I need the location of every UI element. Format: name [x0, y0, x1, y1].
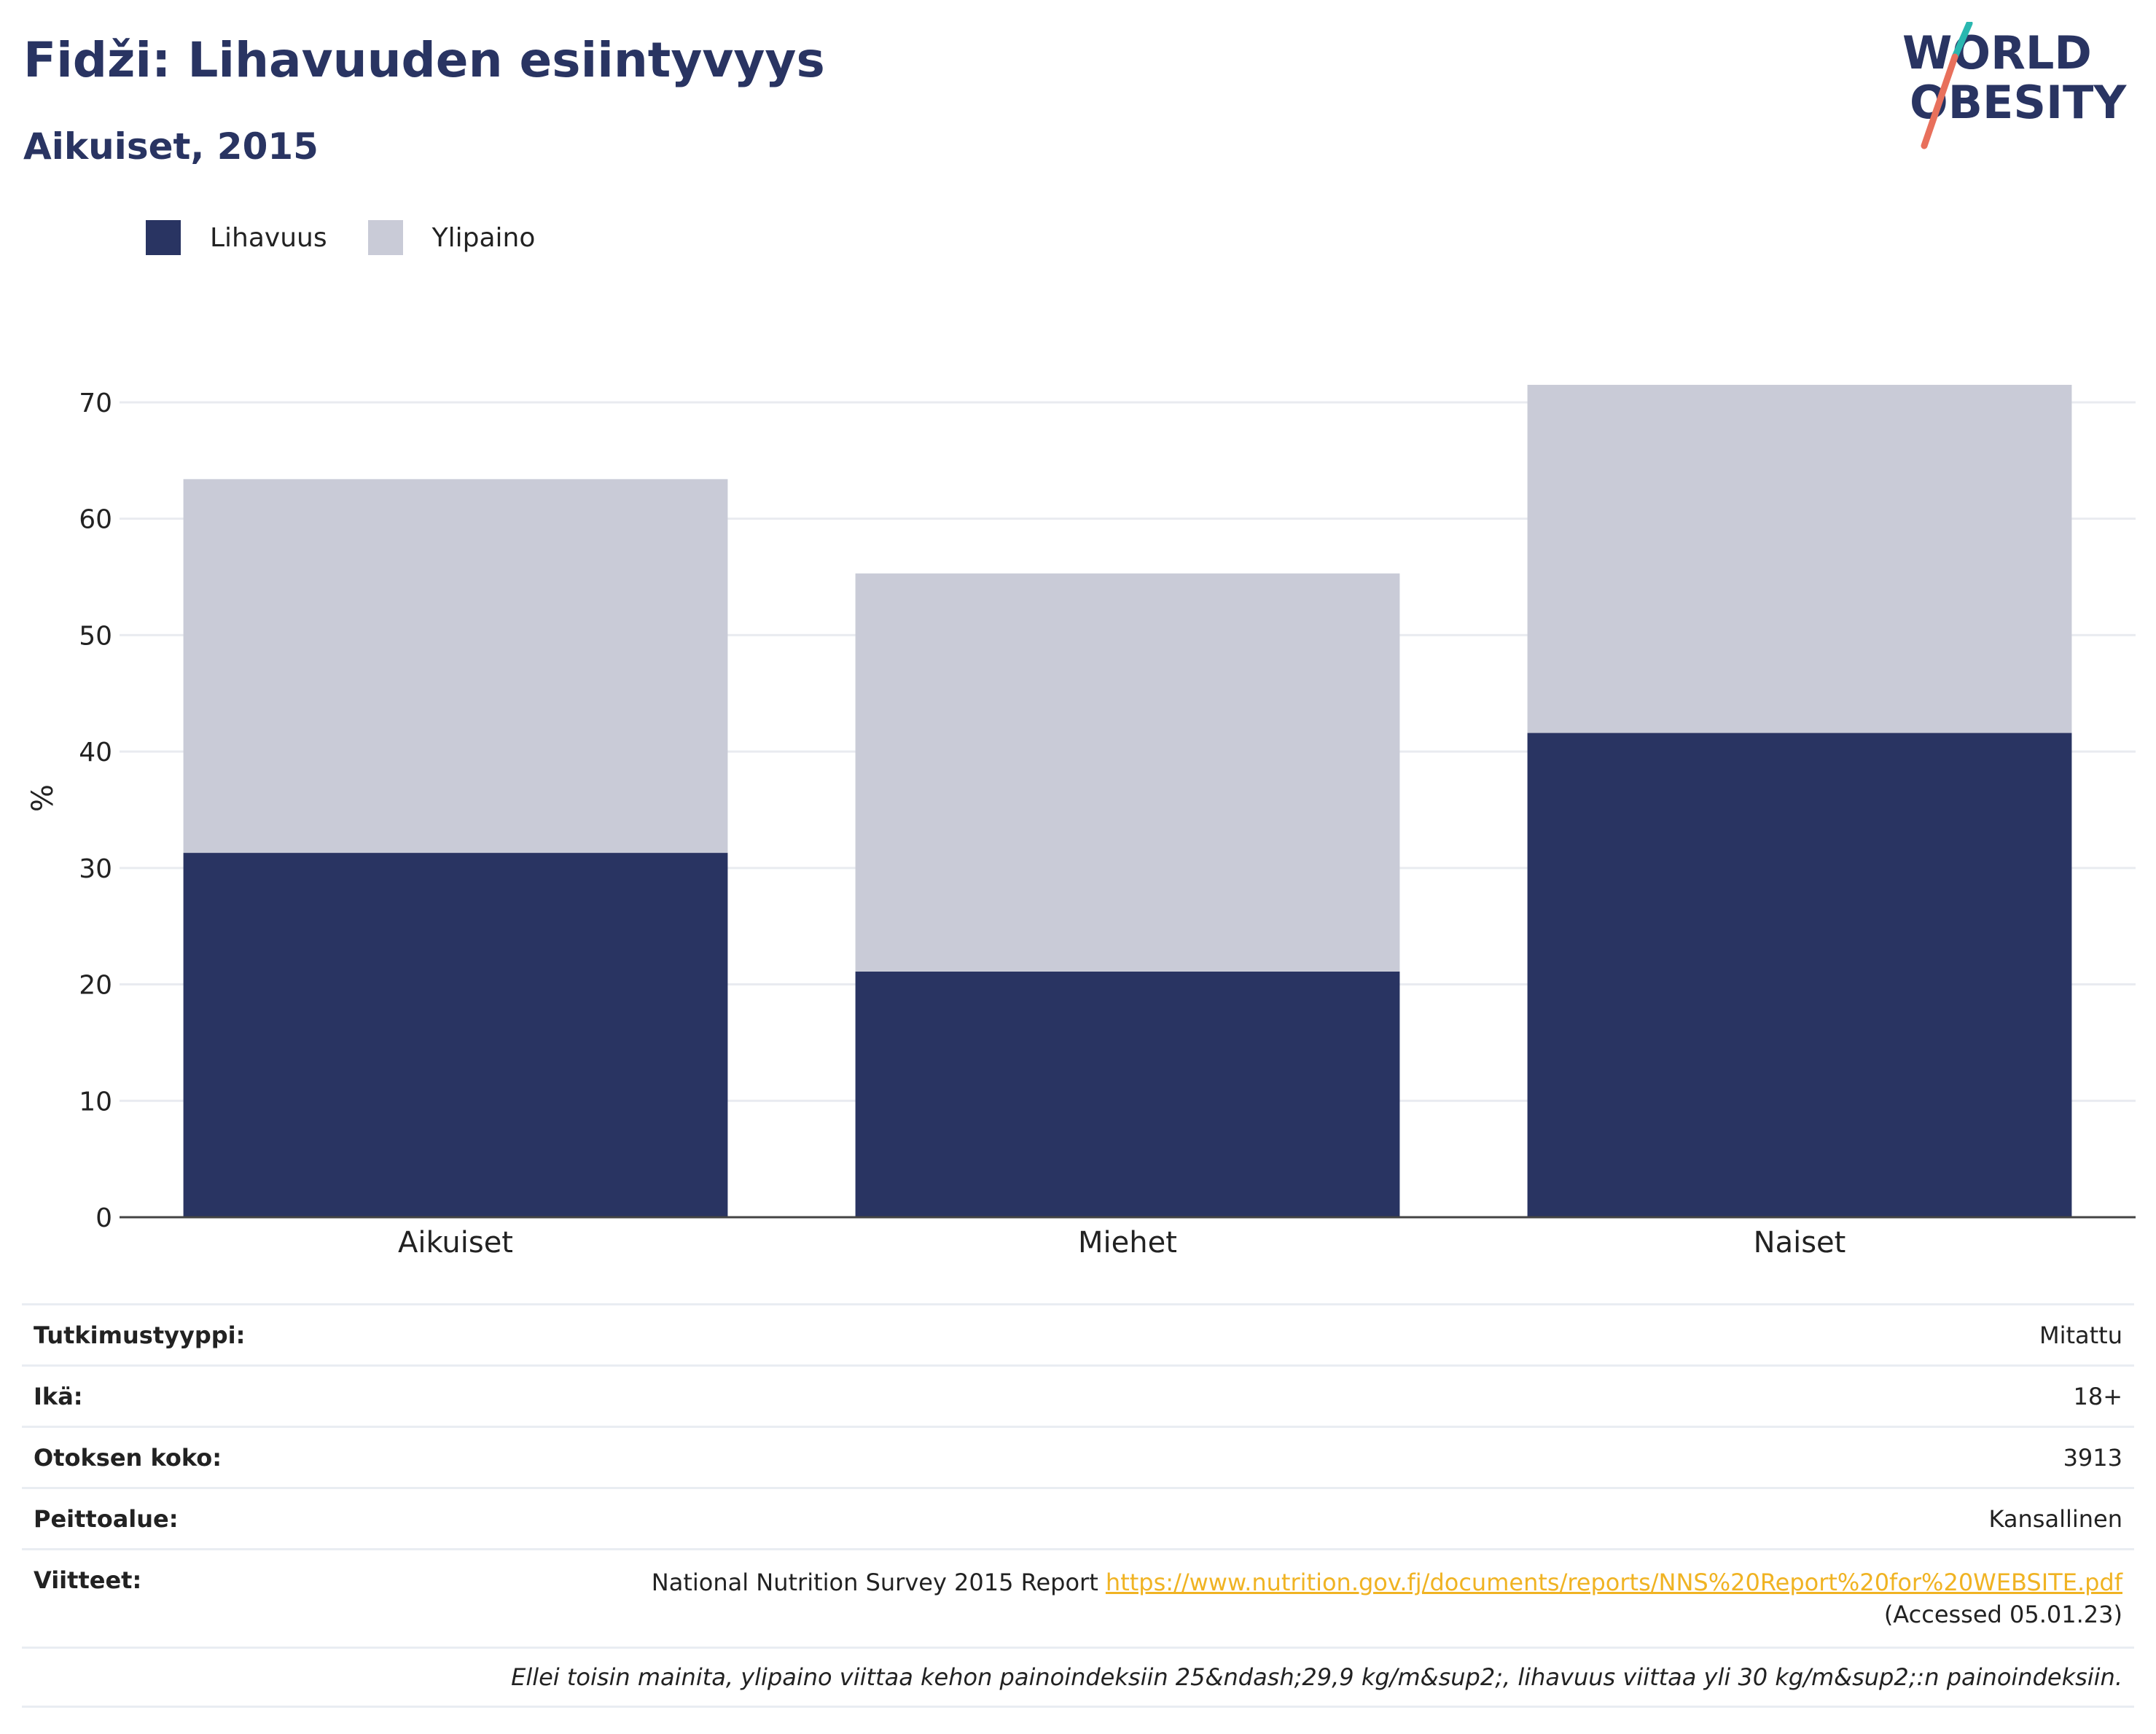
stacked-bar-chart: 0 10 20 30 40 50 60 70 Aikuiset Miehet Naiset%: [26, 384, 2136, 1260]
y-tick-label: 0: [95, 1203, 112, 1233]
reference-link[interactable]: https://www.nutrition.gov.fj/documents/r…: [1105, 1569, 2122, 1596]
legend-label-overweight: Ylipaino: [431, 222, 536, 253]
y-tick-label: 50: [79, 621, 112, 651]
y-tick-label: 30: [79, 854, 112, 884]
bar-overweight-aikuiset: [183, 479, 728, 854]
chart-title: Fidži: Lihavuuden esiintyvyys: [23, 32, 825, 88]
meta-key-sample-size: Otoksen koko:: [34, 1443, 222, 1472]
meta-value-age: 18+: [2073, 1382, 2122, 1410]
definition-note: Ellei toisin mainita, ylipaino viittaa k…: [22, 1647, 2134, 1708]
meta-value-references: National Nutrition Survey 2015 Report ht…: [652, 1566, 2122, 1630]
chart-legend: Lihavuus Ylipaino: [146, 217, 576, 258]
x-category-label: Naiset: [1754, 1226, 1846, 1260]
y-tick-label: 20: [79, 971, 112, 1001]
bar-overweight-naiset: [1527, 384, 2072, 733]
meta-value-study-type: Mitattu: [2039, 1321, 2122, 1349]
meta-value-sample-size: 3913: [2063, 1443, 2122, 1472]
logo-slash-teal: [1951, 22, 1973, 60]
legend-item-overweight[interactable]: Ylipaino: [367, 220, 536, 255]
meta-key-references: Viitteet:: [34, 1566, 142, 1594]
y-tick-label: 10: [79, 1087, 112, 1117]
world-obesity-logo: WORLD OBESITY: [1902, 22, 2127, 149]
meta-row-sample-size: Otoksen koko: 3913: [22, 1426, 2134, 1487]
bar-obesity-aikuiset: [183, 853, 728, 1217]
y-tick-label: 70: [79, 388, 112, 418]
y-tick-label: 40: [79, 738, 112, 768]
chart-subtitle: Aikuiset, 2015: [23, 125, 319, 168]
logo-slash-coral: [1921, 53, 1958, 149]
bar-obesity-miehet: [855, 971, 1400, 1217]
meta-key-age: Ikä:: [34, 1382, 83, 1410]
legend-item-obesity[interactable]: Lihavuus: [146, 220, 327, 255]
y-axis-title: %: [26, 784, 60, 812]
bar-obesity-naiset: [1527, 733, 2072, 1217]
meta-key-study-type: Tutkimustyyppi:: [34, 1321, 246, 1349]
legend-swatch-obesity: [146, 220, 181, 255]
legend-label-obesity: Lihavuus: [210, 222, 327, 253]
meta-row-coverage: Peittoalue: Kansallinen: [22, 1487, 2134, 1548]
meta-key-coverage: Peittoalue:: [34, 1504, 179, 1533]
meta-row-age: Ikä: 18+: [22, 1364, 2134, 1426]
meta-row-references: Viitteet: National Nutrition Survey 2015…: [22, 1548, 2134, 1647]
logo-line-1: WORLD: [1902, 26, 2092, 79]
x-category-label: Aikuiset: [398, 1226, 513, 1260]
metadata-table: Tutkimustyyppi: Mitattu Ikä: 18+ Otoksen…: [22, 1303, 2134, 1708]
legend-swatch-overweight: [367, 220, 403, 255]
bar-overweight-miehet: [855, 573, 1400, 972]
reference-text: National Nutrition Survey 2015 Report: [651, 1569, 1106, 1596]
y-tick-label: 60: [79, 505, 112, 535]
reference-accessed: (Accessed 05.01.23): [1883, 1601, 2122, 1628]
meta-row-study-type: Tutkimustyyppi: Mitattu: [22, 1303, 2134, 1364]
x-category-label: Miehet: [1078, 1226, 1177, 1260]
meta-value-coverage: Kansallinen: [1988, 1504, 2122, 1533]
